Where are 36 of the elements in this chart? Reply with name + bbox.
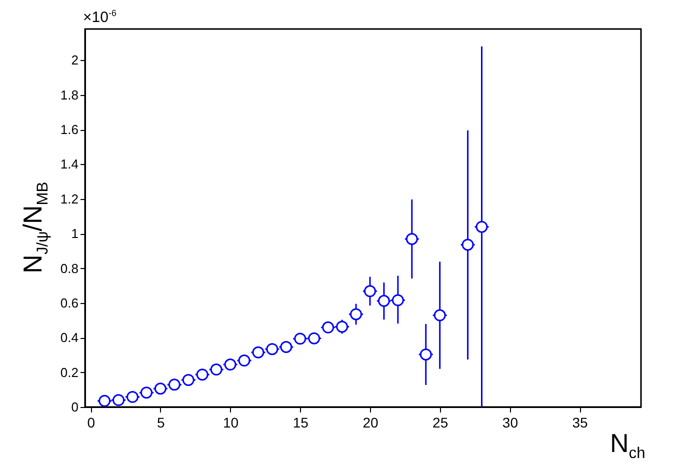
point (224, 358, 236, 370)
y-tick-label: 1 (71, 226, 78, 242)
point (168, 378, 180, 391)
y-tick-label: 0 (71, 400, 78, 414)
x-tick-label: 30 (502, 414, 518, 430)
point (196, 368, 208, 381)
x-axis-title: N$_{ch}$ (610, 428, 646, 464)
point (140, 386, 152, 399)
y-tick-label: 0.8 (60, 260, 78, 276)
y-tick-label: 0.4 (60, 330, 78, 346)
point (406, 232, 418, 245)
point (420, 348, 432, 360)
y-tick-label: 1.6 (60, 122, 78, 138)
point (182, 374, 194, 386)
point (238, 354, 250, 367)
y-tick-label: 2 (71, 52, 78, 68)
text: ×10$^{-6}$ (83, 8, 116, 26)
y-tick-label: 0.2 (60, 364, 78, 380)
y-tick-label: 1.2 (60, 191, 78, 206)
x-tick-label: 35 (572, 414, 588, 430)
y-tick-label: 1.8 (60, 87, 78, 102)
point (154, 382, 166, 395)
point (350, 308, 362, 320)
point (462, 238, 474, 251)
x-tick-label: 15 (292, 414, 309, 430)
point (364, 285, 376, 298)
y-tick-label: 1.4 (60, 156, 78, 172)
y-tick-label: 0.6 (60, 295, 78, 310)
x-tick-label: 5 (157, 414, 166, 430)
point (476, 220, 488, 233)
point (434, 309, 446, 322)
x-tick-label: 25 (432, 414, 448, 430)
x-tick-label: 0 (87, 414, 96, 430)
x-tick-label: 10 (222, 414, 239, 430)
point (210, 364, 222, 376)
x-tick-label: 20 (362, 414, 378, 430)
